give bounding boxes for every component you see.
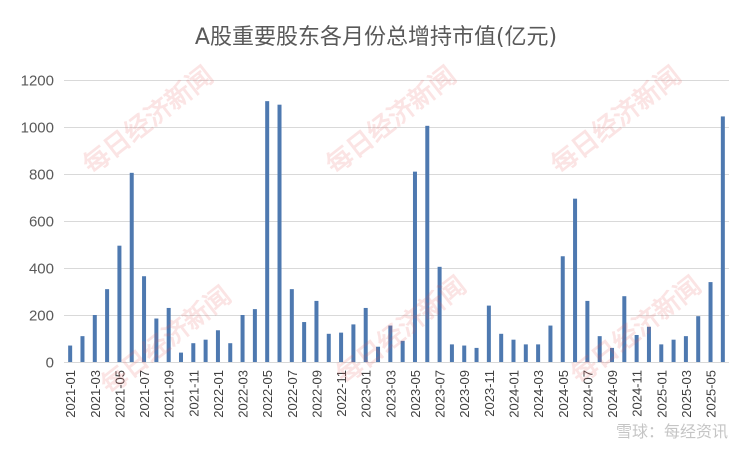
bar-2024-07 [585,300,590,362]
bar-2025-03 [683,336,688,362]
x-axis-ticks: 2021-01 2021-03 2021-05 2021-07 2021-09 2021-… [63,370,718,418]
bar-2022-05 [265,101,270,363]
bar-2021-02 [80,336,85,362]
bar-2024-10 [622,296,627,362]
bar-2021-07 [142,276,147,362]
x-tick-label: 2024-11 [630,370,645,417]
x-tick-label: 2023-01 [359,370,374,418]
bar-2021-05 [117,245,122,362]
x-tick-label: 2022-05 [260,370,275,418]
bar-2023-06 [425,125,430,362]
bar-2025-06 [720,116,725,362]
x-tick-label: 2021-09 [162,370,177,418]
x-tick-label: 2024-07 [580,370,595,418]
x-tick-label: 2022-09 [309,370,324,418]
bar-2024-08 [597,336,602,362]
bar-2022-10 [326,333,331,362]
x-tick-label: 2025-03 [679,370,694,418]
bar-2025-04 [696,316,701,362]
bar-2022-02 [228,343,233,362]
x-tick-label: 2022-07 [285,370,300,418]
bar-2021-11 [191,343,196,362]
bar-2022-03 [240,315,245,362]
bar-2023-12 [499,333,504,362]
y-tick-label: 1200 [21,73,54,90]
x-tick-label: 2025-05 [704,370,719,418]
y-tick-label: 1000 [21,120,54,137]
x-tick-label: 2021-03 [88,370,103,418]
bar-2024-12 [646,326,651,362]
bar-2021-10 [178,352,183,362]
bar-2025-02 [671,339,676,362]
bar-2022-12 [351,324,356,362]
bar-2024-01 [511,339,516,362]
bar-2022-01 [215,330,220,362]
x-tick-label: 2021-01 [63,370,78,418]
bar-2023-07 [437,266,442,362]
gridlines [64,80,729,316]
x-tick-label: 2023-09 [457,370,472,418]
bar-2023-05 [412,171,417,362]
bar-2023-04 [400,340,405,362]
bar-2024-04 [548,325,553,362]
bar-2025-05 [708,282,713,362]
bar-2021-01 [68,345,73,362]
x-tick-label: 2023-05 [408,370,423,418]
bar-2023-11 [486,305,491,362]
y-tick-label: 400 [29,261,54,278]
y-axis-ticks: 0 200 400 600 800 1000 1200 [21,73,54,372]
bar-2022-07 [289,289,294,362]
x-tick-label: 2022-11 [334,370,349,417]
x-tick-label: 2022-01 [211,370,226,418]
bar-2024-02 [523,344,528,363]
bars [68,101,725,363]
y-tick-label: 800 [29,167,54,184]
x-tick-label: 2021-11 [186,370,201,417]
bar-2021-03 [92,315,97,362]
y-tick-label: 0 [46,355,54,372]
bar-2023-10 [474,347,479,362]
x-tick-label: 2024-01 [506,370,521,418]
bar-2022-04 [252,309,257,363]
bar-2024-05 [560,256,565,362]
bar-2022-08 [302,322,307,362]
bar-2021-06 [129,172,134,362]
bar-2025-01 [659,344,664,363]
bar-2022-06 [277,104,282,363]
x-tick-label: 2025-01 [654,370,669,418]
watermark-credit: 雪球：每经资讯 [616,422,728,441]
x-tick-label: 2024-05 [556,370,571,418]
bar-2023-01 [363,307,368,362]
bar-2024-06 [573,198,578,362]
bar-2023-09 [462,345,467,362]
bar-2023-08 [449,344,454,363]
x-tick-label: 2024-03 [531,370,546,418]
x-tick-label: 2021-05 [112,370,127,418]
bar-2021-08 [154,318,159,362]
bar-2024-03 [536,344,541,363]
y-tick-label: 200 [29,308,54,325]
bar-2022-11 [339,332,344,363]
bar-2021-12 [203,339,208,362]
bar-2021-09 [166,307,171,362]
x-tick-label: 2023-11 [482,370,497,417]
bar-2023-02 [376,346,381,362]
bar-2024-11 [634,334,639,362]
bar-2021-04 [105,289,110,362]
x-tick-label: 2021-07 [137,370,152,418]
y-tick-label: 600 [29,214,54,231]
x-tick-label: 2023-07 [433,370,448,418]
x-tick-label: 2024-09 [605,370,620,418]
x-tick-label: 2022-03 [236,370,251,418]
bar-2022-09 [314,300,319,362]
bar-2024-09 [610,347,615,362]
bar-2023-03 [388,325,393,362]
x-tick-label: 2023-03 [383,370,398,418]
chart-title: A股重要股东各月份总增持市值(亿元) [195,25,557,50]
